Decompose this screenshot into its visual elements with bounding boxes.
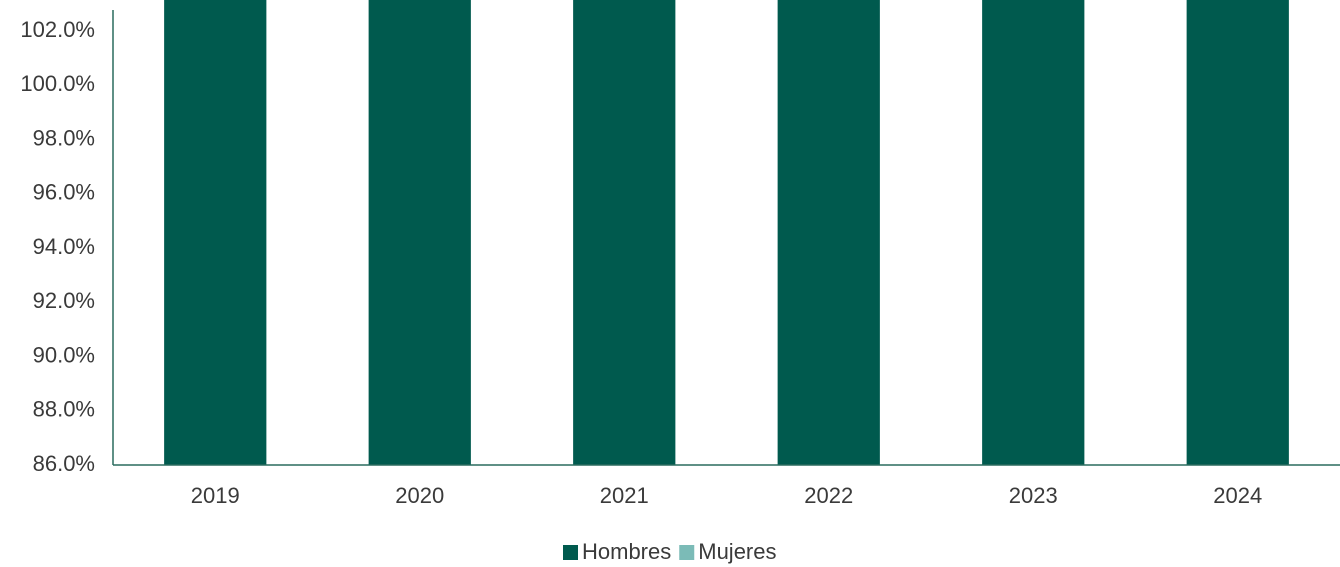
x-tick-label: 2022 bbox=[804, 483, 853, 508]
y-tick-label: 98.0% bbox=[33, 125, 95, 150]
y-tick-label: 94.0% bbox=[33, 234, 95, 259]
bar-segment bbox=[164, 0, 267, 465]
y-tick-label: 100.0% bbox=[20, 71, 95, 96]
y-tick-label: 86.0% bbox=[33, 451, 95, 476]
x-tick-label: 2020 bbox=[395, 483, 444, 508]
bar-segment bbox=[777, 0, 880, 465]
x-tick-label: 2023 bbox=[1009, 483, 1058, 508]
legend-label: Mujeres bbox=[698, 539, 776, 564]
x-tick-label: 2021 bbox=[600, 483, 649, 508]
x-tick-label: 2019 bbox=[191, 483, 240, 508]
legend-swatch bbox=[563, 545, 578, 560]
y-tick-label: 96.0% bbox=[33, 180, 95, 205]
legend-swatch bbox=[679, 545, 695, 560]
y-tick-label: 102.0% bbox=[20, 17, 95, 42]
y-tick-label: 90.0% bbox=[33, 342, 95, 367]
bar-segment bbox=[368, 0, 471, 465]
bar-segment bbox=[1186, 0, 1289, 465]
y-tick-label: 92.0% bbox=[33, 288, 95, 313]
legend-label: Hombres bbox=[582, 539, 671, 564]
bar-segment bbox=[573, 0, 676, 465]
bar-segment bbox=[982, 0, 1085, 465]
y-tick-label: 88.0% bbox=[33, 397, 95, 422]
x-tick-label: 2024 bbox=[1213, 483, 1262, 508]
